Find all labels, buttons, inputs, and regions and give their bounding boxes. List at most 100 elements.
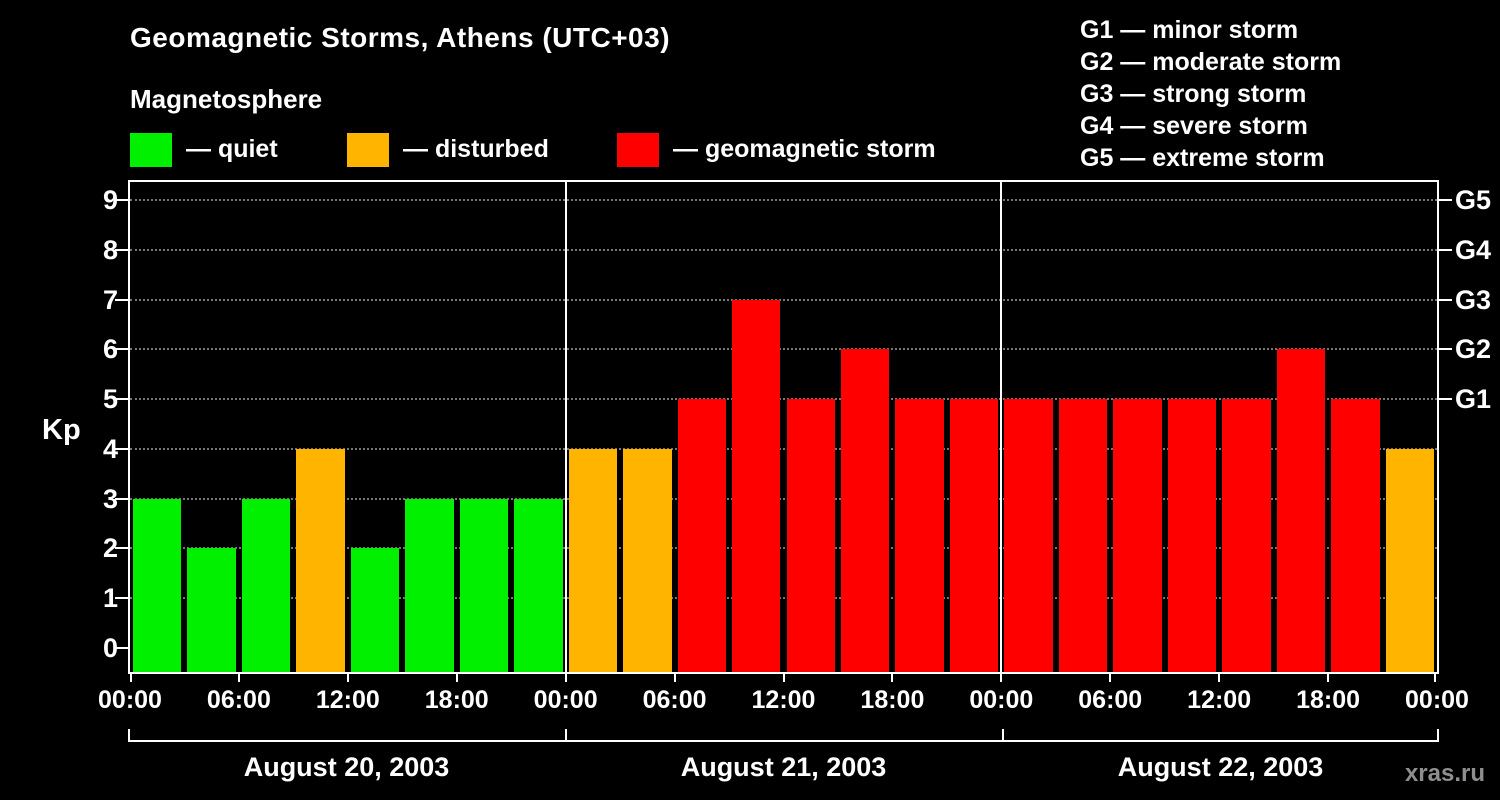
x-axis-tick-label: 18:00	[860, 686, 925, 714]
y-axis-tick-label: 8	[102, 234, 118, 265]
kp-bar	[732, 299, 781, 672]
legend-swatch-disturbed	[347, 132, 389, 167]
gridline-kp-7	[130, 298, 1437, 301]
g-scale-tick-label: G3	[1455, 284, 1492, 315]
gridline-kp-8	[130, 248, 1437, 251]
y-axis-tick-label: 5	[102, 384, 118, 415]
kp-bar	[405, 498, 454, 672]
storm-scale-item-g5: G5 — extreme storm	[1080, 144, 1325, 172]
x-axis-tick-label: 12:00	[1187, 686, 1252, 714]
y-axis-tick-label: 7	[102, 284, 118, 315]
y-axis-tick	[115, 348, 128, 351]
x-axis-tick-label: 00:00	[533, 686, 598, 714]
y-axis-tick-label: 0	[102, 633, 118, 663]
kp-bar	[677, 399, 727, 672]
y-axis-tick	[115, 248, 128, 251]
date-label: August 20, 2003	[243, 752, 450, 782]
day-bracket-tick	[128, 729, 130, 742]
kp-bar	[241, 498, 291, 672]
gridline-kp-4	[130, 447, 1437, 450]
g-scale-tick	[1439, 298, 1452, 301]
magnetosphere-legend-heading: Magnetosphere	[130, 84, 323, 114]
y-axis-tick-label: 1	[102, 583, 118, 614]
x-axis-tick-label: 06:00	[206, 686, 271, 714]
legend-label-storm: — geomagnetic storm	[673, 135, 936, 163]
day-bracket-line	[128, 740, 1439, 742]
x-axis-tick-label: 00:00	[1405, 686, 1469, 714]
legend-item-quiet: — quiet	[130, 132, 278, 167]
kp-bar	[1385, 448, 1434, 672]
x-axis-tick-label: 06:00	[1078, 686, 1143, 714]
kp-bar	[1222, 399, 1271, 672]
kp-bar	[786, 399, 835, 672]
x-axis-tick	[455, 672, 458, 682]
x-axis-tick	[1000, 672, 1003, 682]
g-scale-tick	[1439, 398, 1452, 401]
day-separator	[1000, 182, 1003, 672]
x-axis-tick	[130, 672, 132, 682]
kp-bar	[514, 498, 563, 672]
gridline-kp-2	[130, 547, 1437, 550]
g-scale-tick-label: G1	[1455, 384, 1492, 415]
x-axis-tick	[673, 672, 676, 682]
storm-scale-item-g4: G4 — severe storm	[1080, 112, 1308, 140]
gridline-kp-3	[130, 497, 1437, 500]
legend-item-storm: — geomagnetic storm	[617, 132, 936, 167]
chart-title: Geomagnetic Storms, Athens (UTC+03)	[130, 22, 671, 53]
storm-scale-legend: G1 — minor storm G2 — moderate storm G3 — …	[1080, 14, 1341, 174]
y-axis-tick	[115, 497, 128, 500]
date-label: August 22, 2003	[1117, 752, 1324, 782]
x-axis-tick-label: 00:00	[969, 686, 1034, 714]
kp-bar	[949, 399, 999, 672]
kp-bar	[133, 498, 182, 672]
g-scale-tick-label: G2	[1455, 334, 1492, 365]
gridline-kp-5	[130, 398, 1437, 401]
y-axis-tick	[115, 547, 128, 550]
y-axis-tick-label: 4	[102, 433, 118, 464]
y-axis-tick	[115, 647, 128, 649]
x-axis-tick	[1109, 672, 1112, 682]
y-axis-tick	[115, 597, 128, 600]
x-axis-tick-label: 12:00	[315, 686, 380, 714]
x-axis-tick	[1434, 672, 1436, 682]
x-axis-tick-label: 18:00	[424, 686, 489, 714]
plot-area: 0 1 2 3 4 5 6 7 8 9 G1 G2 G3 G4 G5 00:00 06:00 12:00 18:00…	[98, 180, 1491, 714]
y-axis-tick-label: 6	[102, 334, 118, 365]
x-axis-tick	[891, 672, 894, 682]
g-scale-tick	[1439, 248, 1452, 251]
day-bracket-tick	[1437, 729, 1439, 742]
x-axis-tick	[1218, 672, 1221, 682]
x-axis-tick	[346, 672, 349, 682]
y-axis-tick-label: 3	[102, 483, 118, 514]
storm-scale-item-g3: G3 — strong storm	[1080, 80, 1307, 108]
g-scale-tick-label: G5	[1455, 185, 1492, 215]
g-scale-tick	[1439, 348, 1452, 351]
g-scale-tick	[1439, 199, 1452, 201]
x-axis-tick	[782, 672, 785, 682]
y-axis-tick	[115, 199, 128, 201]
x-axis-tick-label: 18:00	[1296, 686, 1361, 714]
kp-bar	[1276, 349, 1326, 672]
kp-bar	[187, 548, 236, 672]
x-axis-tick-label: 00:00	[98, 686, 162, 714]
y-axis-tick	[115, 447, 128, 450]
x-axis-tick	[237, 672, 240, 682]
x-axis-tick-label: 06:00	[642, 686, 707, 714]
kp-bar	[459, 498, 509, 672]
kp-bar	[350, 548, 400, 672]
legend-label-quiet: — quiet	[186, 135, 278, 163]
x-axis-tick	[564, 672, 567, 682]
kp-bar	[895, 399, 944, 672]
y-axis-tick-label: 9	[102, 185, 118, 215]
date-label: August 21, 2003	[680, 752, 887, 782]
day-bracket-tick	[1002, 729, 1004, 742]
kp-bar	[1113, 399, 1162, 672]
y-axis-tick-label: 2	[102, 533, 118, 564]
legend-label-disturbed: — disturbed	[403, 135, 549, 163]
gridline-kp-9	[130, 199, 1437, 201]
x-axis-tick-label: 12:00	[751, 686, 816, 714]
kp-bar	[1167, 399, 1217, 672]
y-axis-label: Kp	[42, 414, 81, 446]
kp-bar	[568, 448, 618, 672]
